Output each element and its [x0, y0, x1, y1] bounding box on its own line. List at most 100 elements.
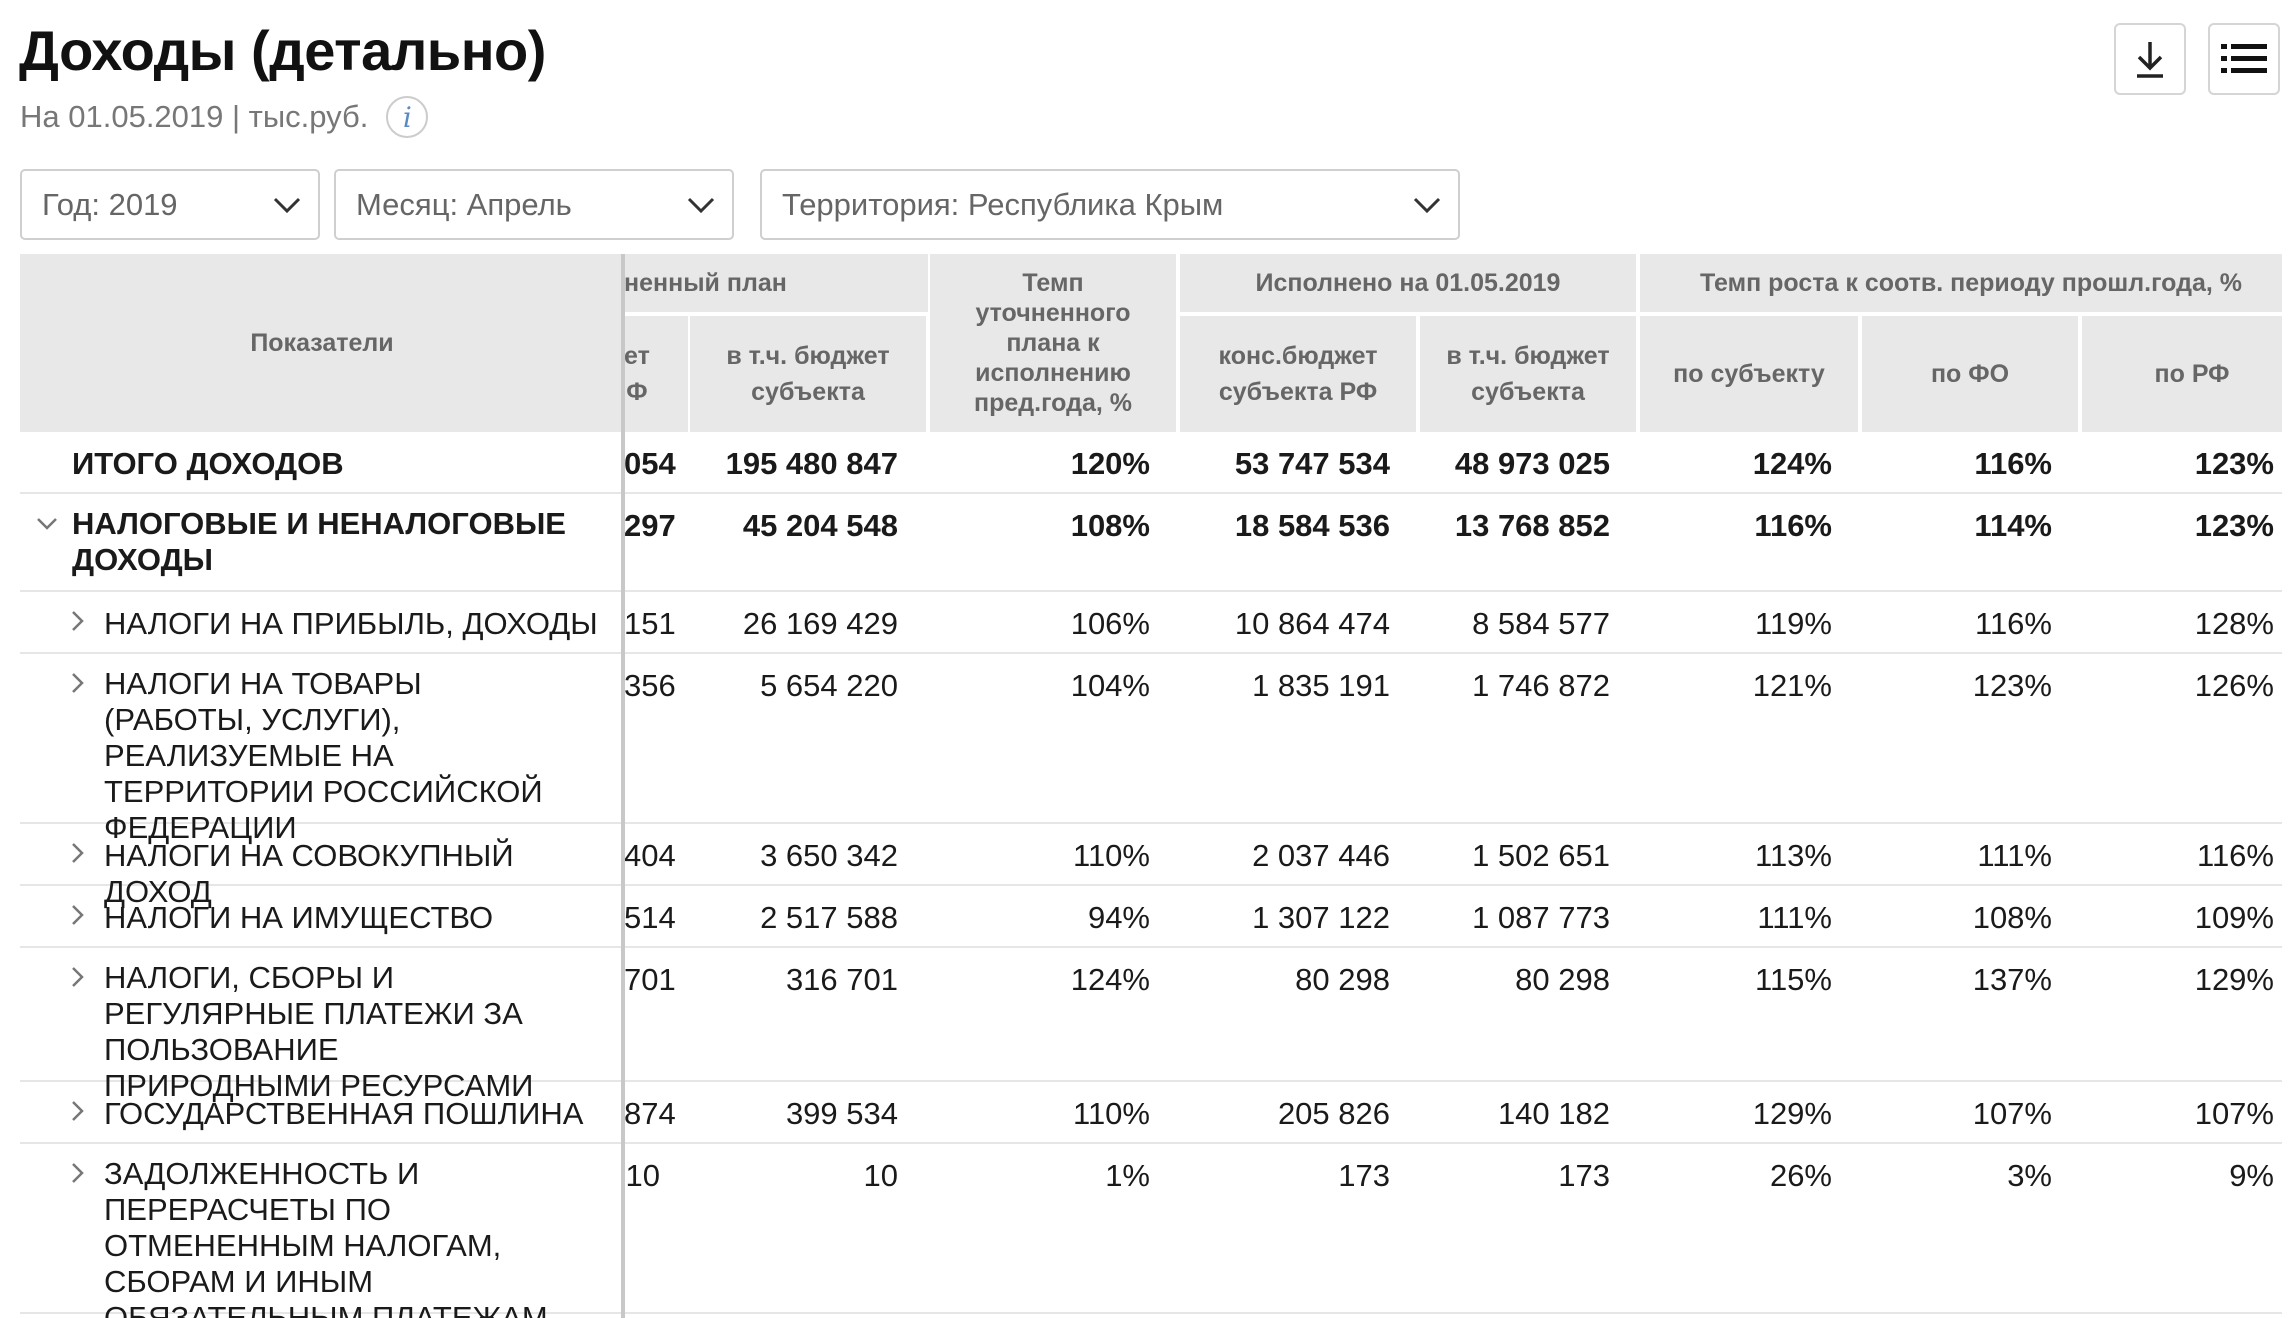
cell-exec-subject: 48 973 025 [1454, 446, 1610, 481]
row-label: НАЛОГОВЫЕ И НЕНАЛОГОВЫЕ ДОХОДЫ [72, 506, 566, 577]
cell-plan-rate: 94% [1087, 900, 1150, 935]
cell-plan-rate: 120% [1070, 446, 1150, 481]
table-row[interactable]: НАЛОГИ, СБОРЫ И РЕГУЛЯРНЫЕ ПЛАТЕЖИ ЗА ПО… [20, 948, 2282, 1103]
header-growth-subject[interactable]: по субъекту [1640, 316, 1858, 432]
cell-exec-subject: 1 502 651 [1472, 838, 1610, 873]
cell-plan-rate: 124% [1070, 962, 1150, 997]
table-row[interactable]: НАЛОГИ НА СОВОКУПНЫЙ ДОХОД 404 3 650 342… [20, 824, 2282, 909]
year-select[interactable]: Год: 2019 [20, 169, 320, 240]
cell-growth-fo: 107% [1972, 1096, 2052, 1131]
cell-exec-cons: 53 747 534 [1234, 446, 1390, 481]
cell-plan-subject: 5 654 220 [760, 668, 898, 703]
table-row[interactable]: ЗАДОЛЖЕННОСТЬ И ПЕРЕРАСЧЕТЫ ПО ОТМЕНЕННЫ… [20, 1144, 2282, 1318]
cell-plan-subject: 10 [863, 1158, 898, 1193]
chevron-right-icon[interactable] [70, 610, 84, 632]
cell-exec-cons: 1 835 191 [1252, 668, 1390, 703]
chevron-right-icon[interactable] [70, 966, 84, 988]
cell-growth-fo: 116% [1974, 446, 2052, 481]
header-growth-fo[interactable]: по ФО [1862, 316, 2078, 432]
cell-plan-cons: 151 [624, 606, 676, 641]
date-units-label: На 01.05.2019 | тыс.руб. [20, 99, 369, 134]
cell-growth-rf: 107% [2194, 1096, 2274, 1131]
cell-plan-cons: 874 [624, 1096, 676, 1131]
cell-growth-rf: 126% [2194, 668, 2274, 703]
cell-plan-subject: 399 534 [785, 1096, 898, 1131]
header-plan-col1[interactable]: ет Ф [624, 316, 688, 432]
territory-select[interactable]: Территория: Республика Крым [760, 169, 1460, 240]
cell-growth-subject: 119% [1755, 606, 1832, 641]
chevron-down-icon [273, 197, 301, 214]
chevron-right-icon[interactable] [70, 672, 84, 694]
cell-exec-cons: 80 298 [1295, 962, 1390, 997]
cell-exec-subject: 80 298 [1515, 962, 1610, 997]
page-title: Доходы (детально) [19, 19, 546, 82]
row-label: НАЛОГИ, СБОРЫ И РЕГУЛЯРНЫЕ ПЛАТЕЖИ ЗА ПО… [104, 960, 534, 1103]
cell-exec-subject: 8 584 577 [1472, 606, 1610, 641]
cell-growth-subject: 26% [1769, 1158, 1832, 1193]
cell-plan-cons: 356 [624, 668, 676, 703]
cell-plan-cons: 054 [624, 446, 676, 481]
header-plan-rate[interactable]: Темп уточненного плана к исполнению пред… [930, 254, 1176, 432]
table-row[interactable]: НАЛОГИ НА ТОВАРЫ (РАБОТЫ, УСЛУГИ), РЕАЛИ… [20, 654, 2282, 845]
cell-plan-cons: 514 [624, 900, 676, 935]
header-executed-group: Исполнено на 01.05.2019 [1180, 254, 1636, 312]
chevron-right-icon[interactable] [70, 904, 84, 926]
header-exec-col2[interactable]: в т.ч. бюджет субъекта [1420, 316, 1636, 432]
list-view-button[interactable] [2208, 23, 2280, 95]
cell-growth-fo: 111% [1977, 838, 2052, 873]
cell-exec-subject: 173 [1558, 1158, 1610, 1193]
cell-plan-subject: 316 701 [785, 962, 898, 997]
month-select[interactable]: Месяц: Апрель [334, 169, 734, 240]
row-label: ИТОГО ДОХОДОВ [72, 446, 344, 481]
cell-plan-cons: 297 [624, 508, 676, 543]
header-growth-rf[interactable]: по РФ [2082, 316, 2282, 432]
table-row[interactable]: ИТОГО ДОХОДОВ 054 195 480 847 120% 53 74… [20, 432, 2282, 494]
header-growth-group: Темп роста к соотв. периоду прошл.года, … [1640, 254, 2282, 312]
cell-exec-subject: 1 746 872 [1472, 668, 1610, 703]
cell-exec-cons: 2 037 446 [1252, 838, 1390, 873]
table-row[interactable]: НАЛОГИ НА ИМУЩЕСТВО 514 2 517 588 94% 1 … [20, 886, 2282, 948]
chevron-right-icon[interactable] [70, 1162, 84, 1184]
chevron-down-icon [687, 197, 715, 214]
cell-growth-rf: 9% [2229, 1158, 2274, 1193]
cell-growth-subject: 111% [1757, 900, 1832, 935]
cell-growth-subject: 121% [1752, 668, 1832, 703]
download-button[interactable] [2114, 23, 2186, 95]
row-label: НАЛОГИ НА ИМУЩЕСТВО [104, 900, 494, 935]
table-row[interactable]: НАЛОГИ НА ПРИБЫЛЬ, ДОХОДЫ 151 26 169 429… [20, 592, 2282, 654]
cell-growth-rf: 128% [2194, 606, 2274, 641]
cell-exec-subject: 1 087 773 [1472, 900, 1610, 935]
cell-growth-fo: 114% [1974, 508, 2052, 543]
list-icon [2221, 44, 2267, 73]
header-plan-col2[interactable]: в т.ч. бюджет субъекта [690, 316, 926, 432]
cell-growth-subject: 116% [1754, 508, 1832, 543]
frozen-column-divider[interactable] [621, 254, 625, 1318]
cell-growth-fo: 108% [1972, 900, 2052, 935]
chevron-down-icon [1413, 197, 1441, 214]
cell-plan-cons: 404 [624, 838, 676, 873]
header-indicators[interactable]: Показатели [20, 254, 624, 432]
cell-plan-subject: 195 480 847 [725, 446, 898, 481]
cell-growth-fo: 123% [1972, 668, 2052, 703]
row-label: НАЛОГИ НА ТОВАРЫ (РАБОТЫ, УСЛУГИ), РЕАЛИ… [104, 666, 543, 845]
info-icon[interactable]: i [386, 96, 429, 138]
cell-growth-rf: 109% [2194, 900, 2274, 935]
cell-growth-rf: 116% [2197, 838, 2274, 873]
table-row[interactable]: ГОСУДАРСТВЕННАЯ ПОШЛИНА 874 399 534 110%… [20, 1082, 2282, 1144]
cell-exec-cons: 173 [1338, 1158, 1390, 1193]
cell-plan-rate: 1% [1105, 1158, 1150, 1193]
chevron-down-icon[interactable] [36, 516, 58, 532]
cell-growth-fo: 116% [1975, 606, 2052, 641]
cell-growth-fo: 137% [1972, 962, 2052, 997]
cell-plan-rate: 110% [1073, 838, 1150, 873]
territory-select-value: Территория: Республика Крым [782, 186, 1224, 222]
row-label: НАЛОГИ НА СОВОКУПНЫЙ ДОХОД [104, 838, 514, 909]
cell-plan-rate: 108% [1070, 508, 1150, 543]
cell-growth-fo: 3% [2007, 1158, 2052, 1193]
chevron-right-icon[interactable] [70, 1100, 84, 1122]
chevron-right-icon[interactable] [70, 842, 84, 864]
table-row[interactable]: НАЛОГОВЫЕ И НЕНАЛОГОВЫЕ ДОХОДЫ 297 45 20… [20, 494, 2282, 592]
cell-plan-subject: 3 650 342 [760, 838, 898, 873]
cell-plan-subject: 26 169 429 [742, 606, 898, 641]
header-exec-col1[interactable]: конс.бюджет субъекта РФ [1180, 316, 1416, 432]
